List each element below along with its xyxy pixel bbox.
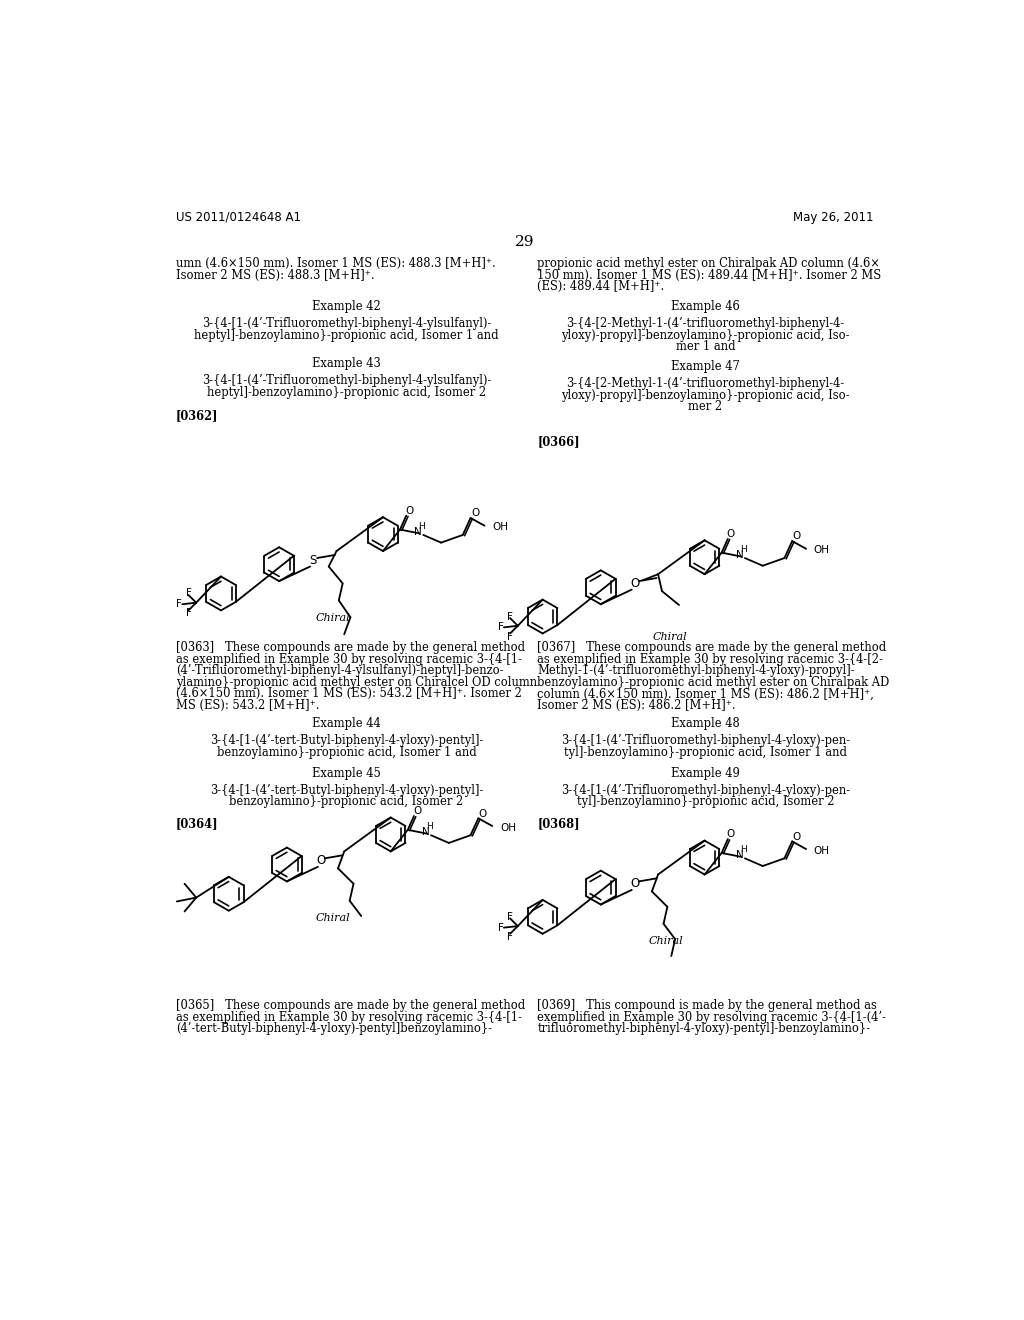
Text: 3-{4-[1-(4’-Trifluoromethyl-biphenyl-4-ylsulfanyl)-: 3-{4-[1-(4’-Trifluoromethyl-biphenyl-4-y… (202, 317, 492, 330)
Text: 29: 29 (515, 235, 535, 249)
Text: F: F (176, 599, 182, 610)
Text: O: O (406, 506, 414, 516)
Text: [0366]: [0366] (538, 436, 580, 449)
Text: Example 48: Example 48 (671, 718, 739, 730)
Text: 3-{4-[1-(4’-Trifluoromethyl-biphenyl-4-yloxy)-pen-: 3-{4-[1-(4’-Trifluoromethyl-biphenyl-4-y… (561, 734, 850, 747)
Text: mer 2: mer 2 (688, 400, 723, 413)
Text: as exemplified in Example 30 by resolving racemic 3-{4-[2-: as exemplified in Example 30 by resolvin… (538, 653, 883, 665)
Text: [0365]   These compounds are made by the general method: [0365] These compounds are made by the g… (176, 999, 525, 1012)
Text: heptyl]-benzoylamino}-propionic acid, Isomer 1 and: heptyl]-benzoylamino}-propionic acid, Is… (195, 329, 499, 342)
Text: O: O (630, 577, 639, 590)
Text: (4’-tert-Butyl-biphenyl-4-yloxy)-pentyl]benzoylamino}-: (4’-tert-Butyl-biphenyl-4-yloxy)-pentyl]… (176, 1022, 493, 1035)
Text: Isomer 2 MS (ES): 486.2 [M+H]⁺.: Isomer 2 MS (ES): 486.2 [M+H]⁺. (538, 700, 736, 711)
Text: ylamino}-propionic acid methyl ester on Chiralcel OD column: ylamino}-propionic acid methyl ester on … (176, 676, 538, 689)
Text: F: F (498, 622, 504, 632)
Text: (4.6×150 mm). Isomer 1 MS (ES): 543.2 [M+H]⁺. Isomer 2: (4.6×150 mm). Isomer 1 MS (ES): 543.2 [M… (176, 688, 522, 701)
Text: O: O (793, 532, 801, 541)
Text: O: O (727, 529, 735, 539)
Text: Chiral: Chiral (648, 936, 683, 946)
Text: (4’-Trifluoromethyl-biphenyl-4-ylsulfanyl)-heptyl]-benzo-: (4’-Trifluoromethyl-biphenyl-4-ylsulfany… (176, 664, 504, 677)
Text: Isomer 2 MS (ES): 488.3 [M+H]⁺.: Isomer 2 MS (ES): 488.3 [M+H]⁺. (176, 268, 375, 281)
Text: as exemplified in Example 30 by resolving racemic 3-{4-[1-: as exemplified in Example 30 by resolvin… (176, 653, 522, 665)
Text: F: F (185, 609, 191, 619)
Text: Chiral: Chiral (652, 632, 687, 642)
Text: heptyl]-benzoylamino}-propionic acid, Isomer 2: heptyl]-benzoylamino}-propionic acid, Is… (207, 385, 486, 399)
Text: OH: OH (493, 523, 508, 532)
Text: O: O (316, 854, 326, 867)
Text: 3-{4-[1-(4’-tert-Butyl-biphenyl-4-yloxy)-pentyl]-: 3-{4-[1-(4’-tert-Butyl-biphenyl-4-yloxy)… (210, 784, 483, 797)
Text: yloxy)-propyl]-benzoylamino}-propionic acid, Iso-: yloxy)-propyl]-benzoylamino}-propionic a… (561, 388, 850, 401)
Text: Example 43: Example 43 (312, 358, 381, 370)
Text: 3-{4-[1-(4’-tert-Butyl-biphenyl-4-yloxy)-pentyl]-: 3-{4-[1-(4’-tert-Butyl-biphenyl-4-yloxy)… (210, 734, 483, 747)
Text: 3-{4-[2-Methyl-1-(4’-trifluoromethyl-biphenyl-4-: 3-{4-[2-Methyl-1-(4’-trifluoromethyl-bip… (566, 317, 845, 330)
Text: OH: OH (814, 545, 829, 556)
Text: H: H (419, 521, 425, 531)
Text: S: S (309, 554, 316, 566)
Text: Example 44: Example 44 (312, 718, 381, 730)
Text: 150 mm). Isomer 1 MS (ES): 489.44 [M+H]⁺. Isomer 2 MS: 150 mm). Isomer 1 MS (ES): 489.44 [M+H]⁺… (538, 268, 882, 281)
Text: yloxy)-propyl]-benzoylamino}-propionic acid, Iso-: yloxy)-propyl]-benzoylamino}-propionic a… (561, 329, 850, 342)
Text: trifluoromethyl-biphenyl-4-yloxy)-pentyl]-benzoylamino}-: trifluoromethyl-biphenyl-4-yloxy)-pentyl… (538, 1022, 870, 1035)
Text: N: N (735, 850, 743, 861)
Text: 3-{4-[1-(4’-Trifluoromethyl-biphenyl-4-ylsulfanyl)-: 3-{4-[1-(4’-Trifluoromethyl-biphenyl-4-y… (202, 374, 492, 387)
Text: F: F (507, 912, 513, 921)
Text: H: H (740, 545, 746, 554)
Text: F: F (507, 611, 513, 622)
Text: O: O (479, 809, 487, 818)
Text: May 26, 2011: May 26, 2011 (793, 211, 873, 224)
Text: F: F (507, 631, 513, 642)
Text: OH: OH (500, 822, 516, 833)
Text: Example 47: Example 47 (671, 360, 739, 374)
Text: MS (ES): 543.2 [M+H]⁺.: MS (ES): 543.2 [M+H]⁺. (176, 700, 319, 711)
Text: tyl]-benzoylamino}-propionic acid, Isomer 1 and: tyl]-benzoylamino}-propionic acid, Isome… (564, 746, 847, 759)
Text: propionic acid methyl ester on Chiralpak AD column (4.6×: propionic acid methyl ester on Chiralpak… (538, 257, 880, 271)
Text: OH: OH (814, 846, 829, 855)
Text: F: F (498, 923, 504, 933)
Text: Example 46: Example 46 (671, 300, 739, 313)
Text: mer 1 and: mer 1 and (676, 341, 735, 354)
Text: O: O (727, 829, 735, 840)
Text: H: H (426, 822, 433, 832)
Text: O: O (471, 508, 479, 519)
Text: O: O (413, 807, 421, 816)
Text: H: H (740, 845, 746, 854)
Text: 3-{4-[2-Methyl-1-(4’-trifluoromethyl-biphenyl-4-: 3-{4-[2-Methyl-1-(4’-trifluoromethyl-bip… (566, 378, 845, 391)
Text: [0364]: [0364] (176, 817, 219, 830)
Text: as exemplified in Example 30 by resolving racemic 3-{4-[1-: as exemplified in Example 30 by resolvin… (176, 1011, 522, 1024)
Text: benzoylamino}-propionic acid, Isomer 2: benzoylamino}-propionic acid, Isomer 2 (229, 795, 464, 808)
Text: [0368]: [0368] (538, 817, 580, 830)
Text: benzoylamino}-propionic acid methyl ester on Chiralpak AD: benzoylamino}-propionic acid methyl este… (538, 676, 890, 689)
Text: F: F (185, 589, 191, 598)
Text: Methyl-1-(4’-trifluoromethyl-biphenyl-4-yloxy)-propyl]-: Methyl-1-(4’-trifluoromethyl-biphenyl-4-… (538, 664, 855, 677)
Text: 3-{4-[1-(4’-Trifluoromethyl-biphenyl-4-yloxy)-pen-: 3-{4-[1-(4’-Trifluoromethyl-biphenyl-4-y… (561, 784, 850, 797)
Text: Chiral: Chiral (315, 612, 350, 623)
Text: exemplified in Example 30 by resolving racemic 3-{4-[1-(4’-: exemplified in Example 30 by resolving r… (538, 1011, 886, 1024)
Text: F: F (507, 932, 513, 942)
Text: N: N (735, 550, 743, 560)
Text: [0363]   These compounds are made by the general method: [0363] These compounds are made by the g… (176, 642, 525, 655)
Text: Chiral: Chiral (315, 913, 350, 923)
Text: [0362]: [0362] (176, 409, 218, 422)
Text: benzoylamino}-propionic acid, Isomer 1 and: benzoylamino}-propionic acid, Isomer 1 a… (217, 746, 476, 759)
Text: [0369]   This compound is made by the general method as: [0369] This compound is made by the gene… (538, 999, 878, 1012)
Text: Example 42: Example 42 (312, 300, 381, 313)
Text: umn (4.6×150 mm). Isomer 1 MS (ES): 488.3 [M+H]⁺.: umn (4.6×150 mm). Isomer 1 MS (ES): 488.… (176, 257, 496, 271)
Text: Example 45: Example 45 (312, 767, 381, 780)
Text: [0367]   These compounds are made by the general method: [0367] These compounds are made by the g… (538, 642, 887, 655)
Text: O: O (630, 878, 639, 890)
Text: column (4.6×150 mm). Isomer 1 MS (ES): 486.2 [M+H]⁺,: column (4.6×150 mm). Isomer 1 MS (ES): 4… (538, 688, 874, 701)
Text: US 2011/0124648 A1: US 2011/0124648 A1 (176, 211, 301, 224)
Text: (ES): 489.44 [M+H]⁺.: (ES): 489.44 [M+H]⁺. (538, 280, 665, 293)
Text: N: N (422, 828, 429, 837)
Text: Example 49: Example 49 (671, 767, 739, 780)
Text: N: N (414, 527, 422, 537)
Text: tyl]-benzoylamino}-propionic acid, Isomer 2: tyl]-benzoylamino}-propionic acid, Isome… (577, 795, 835, 808)
Text: O: O (793, 832, 801, 842)
